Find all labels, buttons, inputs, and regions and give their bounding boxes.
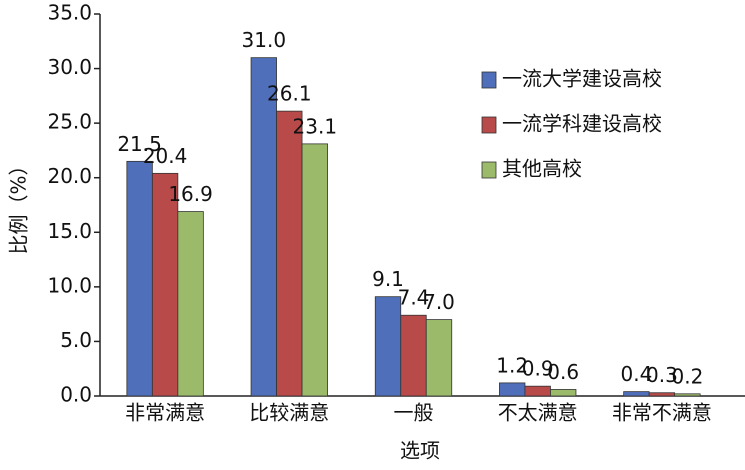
data-label: 0.6	[547, 360, 579, 384]
data-label: 1.2	[496, 353, 528, 377]
y-tick-label: 25.0	[47, 110, 92, 134]
y-tick-label: 20.0	[47, 164, 92, 188]
data-label: 9.1	[372, 267, 404, 291]
data-label: 26.1	[267, 82, 312, 106]
bar	[374, 296, 402, 397]
data-label: 7.4	[398, 286, 430, 310]
bar	[623, 391, 650, 397]
data-label: 0.3	[646, 363, 678, 387]
data-label: 0.2	[671, 364, 703, 388]
legend-label: 其他高校	[502, 157, 582, 181]
y-tick-label: 0.0	[60, 383, 92, 407]
data-label: 0.9	[522, 357, 554, 381]
data-label: 20.4	[143, 144, 188, 168]
data-label: 16.9	[168, 182, 213, 206]
data-label: 0.4	[620, 362, 652, 386]
bar	[126, 160, 153, 397]
x-axis-title: 选项	[400, 439, 440, 463]
y-tick-label: 35.0	[47, 1, 92, 25]
bar	[499, 382, 526, 397]
y-tick-label: 15.0	[47, 219, 92, 243]
bar	[674, 393, 701, 397]
legend-swatch	[481, 116, 497, 134]
x-tick-label: 非常满意	[125, 401, 205, 425]
x-tick-label: 一般	[394, 401, 434, 425]
y-tick-label: 10.0	[47, 273, 92, 297]
x-tick-label: 非常不满意	[612, 401, 712, 425]
bar	[550, 389, 577, 397]
data-label: 23.1	[293, 114, 338, 138]
x-tick-label: 比较满意	[249, 401, 329, 425]
bar	[524, 385, 551, 397]
data-label: 31.0	[242, 28, 287, 52]
y-tick-label: 5.0	[60, 328, 92, 352]
bar	[301, 143, 328, 397]
legend-label: 一流大学建设高校	[502, 67, 662, 91]
data-label: 7.0	[423, 290, 455, 314]
bar	[648, 392, 676, 397]
legend-label: 一流学科建设高校	[502, 112, 662, 136]
y-axis-title: 比例（%）	[7, 155, 31, 254]
bar	[276, 110, 303, 397]
bar	[250, 57, 277, 397]
legend-swatch	[481, 71, 497, 89]
data-label: 21.5	[117, 132, 162, 156]
y-tick-label: 30.0	[47, 55, 92, 79]
bar	[400, 314, 427, 397]
bar	[425, 319, 453, 397]
bar	[151, 172, 179, 397]
bar	[177, 211, 204, 397]
x-tick-label: 不太满意	[498, 401, 578, 425]
legend-swatch	[481, 161, 497, 179]
